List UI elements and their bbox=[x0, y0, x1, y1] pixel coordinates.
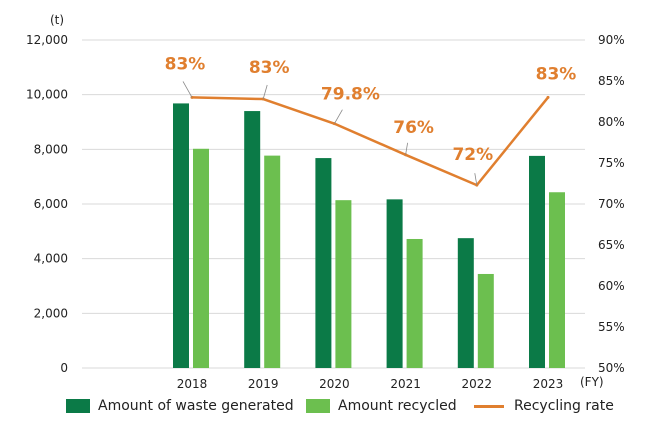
y-left-tick-label: 12,000 bbox=[26, 33, 68, 47]
y-right-tick-label: 90% bbox=[598, 33, 625, 47]
legend-label-rate: Recycling rate bbox=[514, 398, 614, 414]
bar-recycled bbox=[477, 273, 494, 368]
rate-leader-line bbox=[474, 173, 478, 186]
legend-swatch-generated bbox=[66, 399, 90, 413]
y-right-tick-label: 55% bbox=[598, 320, 625, 334]
bar-generated bbox=[173, 103, 189, 368]
bar-generated bbox=[529, 155, 545, 368]
x-tick-label: 2020 bbox=[319, 377, 350, 391]
x-tick-label: 2018 bbox=[177, 377, 208, 391]
rate-leader-line bbox=[262, 84, 268, 100]
rate-leader-line bbox=[405, 142, 408, 155]
x-unit: (FY) bbox=[580, 375, 604, 389]
bar-recycled bbox=[264, 155, 281, 368]
y-left-tick-label: 0 bbox=[60, 361, 68, 375]
y-right-tick-label: 50% bbox=[598, 361, 625, 375]
rate-data-label: 72% bbox=[452, 145, 493, 165]
y-left-unit: (t) bbox=[50, 13, 64, 27]
rate-data-label: 83% bbox=[165, 54, 206, 74]
x-tick-label: 2019 bbox=[248, 377, 279, 391]
bar-recycled bbox=[549, 192, 565, 368]
y-right-tick-label: 85% bbox=[598, 74, 625, 88]
legend-label-generated: Amount of waste generated bbox=[98, 398, 294, 414]
bar-recycled bbox=[193, 148, 209, 368]
y-right-tick-label: 75% bbox=[598, 156, 625, 170]
x-tick-label: 2022 bbox=[462, 377, 493, 391]
x-tick-label: 2021 bbox=[390, 377, 421, 391]
y-left-tick-label: 10,000 bbox=[26, 88, 68, 102]
bar-recycled bbox=[335, 200, 352, 368]
legend-line-rate bbox=[474, 404, 504, 408]
rate-data-label: 83% bbox=[249, 58, 290, 78]
y-right-tick-label: 60% bbox=[598, 279, 625, 293]
legend-item-generated: Amount of waste generated bbox=[66, 398, 294, 414]
legend-item-recycled: Amount recycled bbox=[306, 398, 457, 414]
legend-label-recycled: Amount recycled bbox=[338, 398, 457, 414]
y-left-tick-label: 6,000 bbox=[34, 197, 68, 211]
legend-item-rate: Recycling rate bbox=[474, 398, 614, 414]
y-right-tick-label: 70% bbox=[598, 197, 625, 211]
bar-recycled bbox=[406, 238, 423, 368]
rate-leader-line bbox=[334, 109, 343, 124]
rate-data-label: 76% bbox=[393, 118, 434, 138]
bar-generated bbox=[457, 238, 474, 368]
bar-generated bbox=[315, 158, 332, 368]
y-left-tick-label: 2,000 bbox=[34, 306, 68, 320]
rate-leader-line bbox=[182, 81, 193, 98]
bar-generated bbox=[244, 111, 261, 369]
y-right-tick-label: 80% bbox=[598, 115, 625, 129]
rate-data-label: 79.8% bbox=[321, 85, 380, 105]
rate-line bbox=[191, 96, 549, 187]
rate-point bbox=[546, 95, 550, 99]
y-left-tick-label: 4,000 bbox=[34, 252, 68, 266]
rate-data-label: 83% bbox=[536, 64, 577, 84]
legend-swatch-recycled bbox=[306, 399, 330, 413]
y-right-tick-label: 65% bbox=[598, 238, 625, 252]
x-tick-label: 2023 bbox=[533, 377, 564, 391]
y-left-tick-label: 8,000 bbox=[34, 142, 68, 156]
bar-generated bbox=[386, 199, 403, 368]
legend: Amount of waste generated Amount recycle… bbox=[0, 396, 650, 424]
